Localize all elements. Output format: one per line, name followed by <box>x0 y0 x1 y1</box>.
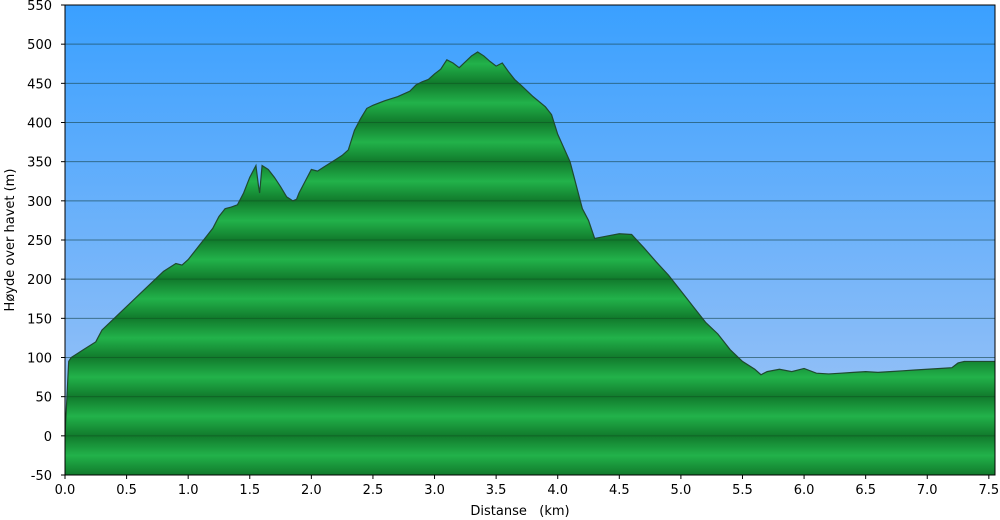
x-tick-labels: 0.0 0.5 1.0 1.5 2.0 2.5 3.0 3.5 4.0 4.5 5.0 5.5 6.0 6… <box>55 483 1000 498</box>
x-tick-label: 5.0 <box>671 483 692 498</box>
y-tick-label: 450 <box>27 77 52 92</box>
y-tick-label: 200 <box>27 273 52 288</box>
y-axis-title: Høyde over havet (m) <box>3 169 18 312</box>
y-tick-label: 400 <box>27 117 52 132</box>
x-tick-label: 3.0 <box>424 483 445 498</box>
x-tick-label: 1.5 <box>239 483 260 498</box>
x-tick-label: 1.0 <box>178 483 199 498</box>
y-tick-label: 350 <box>27 156 52 171</box>
y-tick-label: -50 <box>31 469 52 484</box>
y-tick-label: 150 <box>27 312 52 327</box>
x-tick-label: 2.0 <box>301 483 322 498</box>
y-tick-label: 500 <box>27 38 52 53</box>
x-tick-label: 4.0 <box>547 483 568 498</box>
y-tick-label: 50 <box>35 391 52 406</box>
x-tick-label: 4.5 <box>609 483 630 498</box>
y-tick-label: 300 <box>27 195 52 210</box>
x-tick-label: 6.5 <box>855 483 876 498</box>
x-tick-label: 0.5 <box>116 483 137 498</box>
axes <box>61 4 996 479</box>
x-tick-label: 3.5 <box>486 483 507 498</box>
y-tick-label: 550 <box>27 0 52 14</box>
elevation-area <box>65 52 995 475</box>
y-tick-labels: -50 0 50 100 150 200 250 300 350 400 450 500 550 <box>27 0 52 484</box>
x-tick-label: 5.5 <box>732 483 753 498</box>
y-tick-label: 250 <box>27 234 52 249</box>
x-tick-label: 7.0 <box>917 483 938 498</box>
x-tick-label: 7.5 <box>978 483 999 498</box>
y-tick-label: 0 <box>44 430 52 445</box>
elevation-profile-line <box>65 51 995 436</box>
x-tick-label: 2.5 <box>363 483 384 498</box>
x-axis-title: Distanse (km) <box>470 504 569 519</box>
y-tick-label: 100 <box>27 352 52 367</box>
x-tick-label: 0.0 <box>55 483 76 498</box>
gridlines-over-terrain <box>65 43 995 437</box>
x-tick-label: 6.0 <box>794 483 815 498</box>
